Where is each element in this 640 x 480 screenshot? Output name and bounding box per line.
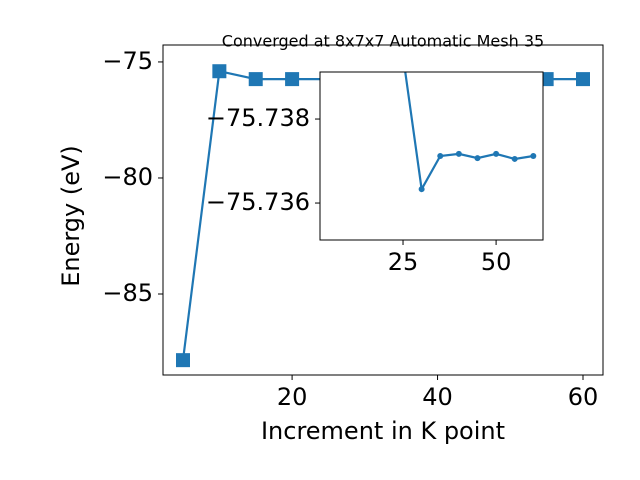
marker xyxy=(576,72,590,87)
marker xyxy=(285,72,300,87)
marker xyxy=(248,72,263,87)
axes-frame xyxy=(162,44,604,376)
y-axis-label: Energy (eV) xyxy=(57,145,85,287)
marker xyxy=(437,153,444,159)
axes-frame xyxy=(319,71,544,241)
marker xyxy=(176,353,190,368)
chart-title: Converged at 8x7x7 Automatic Mesh 35 xyxy=(222,32,544,51)
x-tick-label: 60 xyxy=(568,383,599,411)
marker xyxy=(493,150,500,157)
marker xyxy=(455,150,462,157)
marker xyxy=(530,153,537,159)
marker xyxy=(474,155,481,162)
y-tick-label: −75.738 xyxy=(206,104,310,132)
x-tick-label: 40 xyxy=(422,383,453,411)
data-line xyxy=(404,72,534,193)
y-tick-label: −75.736 xyxy=(206,188,310,216)
x-tick-label: 25 xyxy=(388,248,419,276)
y-tick-label: −75 xyxy=(102,47,153,75)
markers xyxy=(418,150,537,193)
x-tick-label: 20 xyxy=(277,383,308,411)
y-tick-label: −85 xyxy=(102,279,153,307)
marker xyxy=(511,155,518,162)
y-tick-label: −80 xyxy=(102,163,153,191)
inset-background xyxy=(320,72,543,240)
marker xyxy=(212,64,227,79)
x-tick-label: 50 xyxy=(481,248,512,276)
x-axis-label: Increment in K point xyxy=(261,417,505,445)
marker xyxy=(418,186,425,193)
